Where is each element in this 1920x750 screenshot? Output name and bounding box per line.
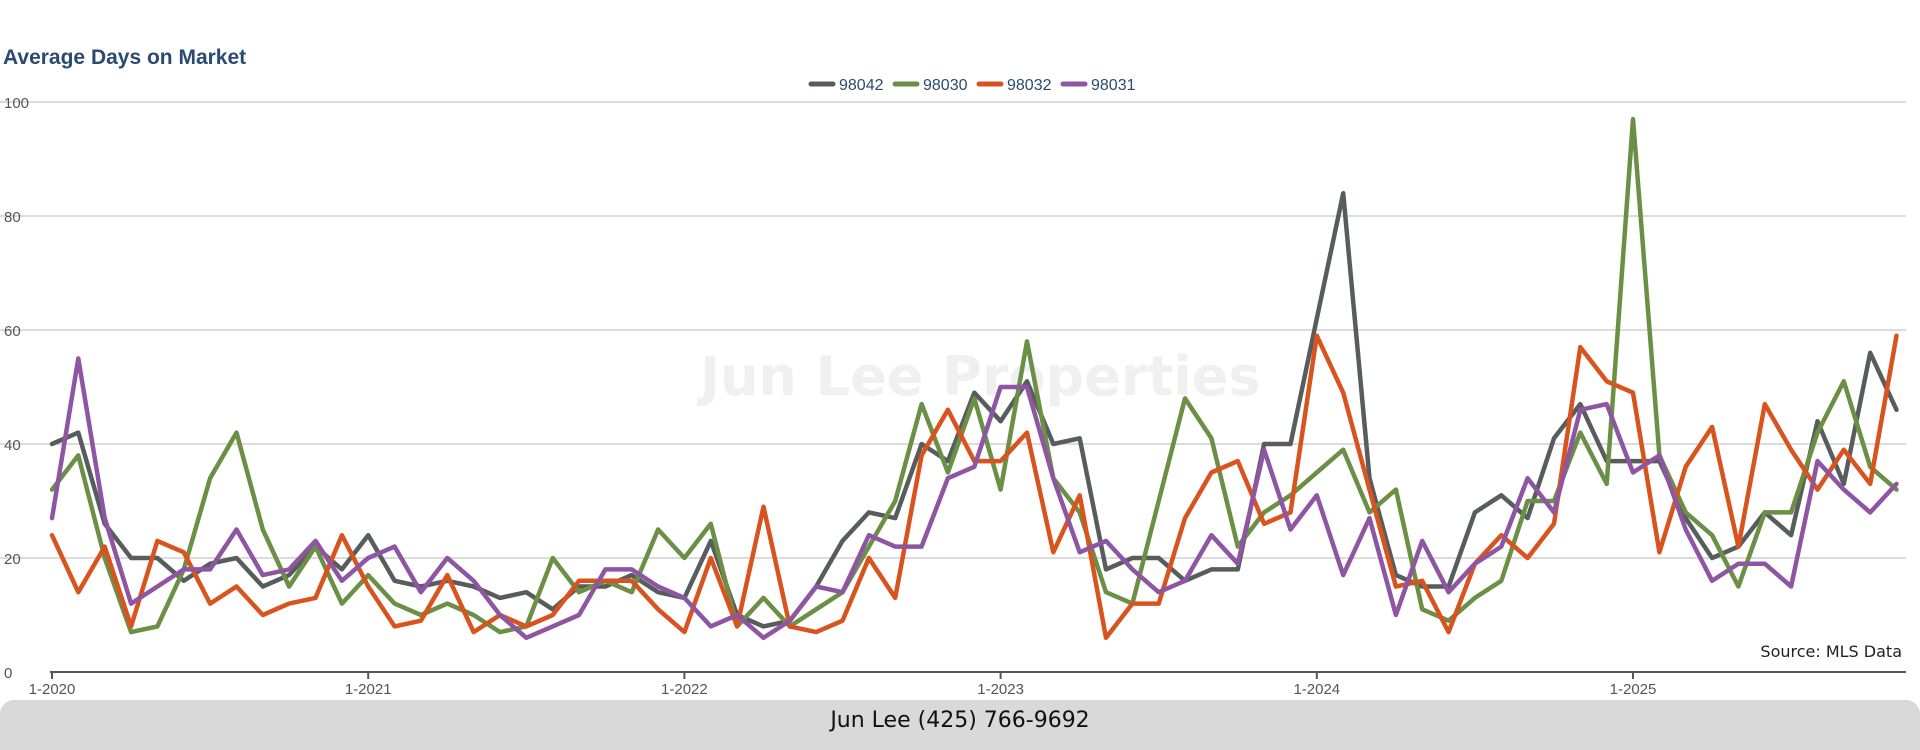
legend-label: 98030	[923, 77, 968, 94]
y-tick-label: 40	[4, 437, 21, 454]
series-line-98031	[49, 356, 1899, 641]
legend-item-98042[interactable]: 98042	[808, 77, 884, 94]
x-tick-label: 1-2020	[29, 681, 76, 698]
footer-contact-text: Jun Lee (425) 766-9692	[830, 708, 1090, 733]
legend-label: 98032	[1007, 77, 1052, 94]
legend[interactable]: 98042 98030 98032 98031	[808, 77, 1136, 94]
chart-title: Average Days on Market	[3, 46, 247, 69]
legend-label: 98031	[1091, 77, 1136, 94]
x-tick-label: 1-2023	[977, 681, 1024, 698]
legend-item-98031[interactable]: 98031	[1060, 77, 1136, 94]
x-tick-label: 1-2022	[661, 681, 708, 698]
axes: 0 20 40 60 80 100 1-2020 1-2021 1-2022 1-2023 1-20…	[4, 95, 1906, 698]
line-chart: 0 20 40 60 80 100 1-2020 1-2021 1-2022 1-2023 1-20…	[0, 77, 1906, 698]
x-tick-label: 1-2021	[345, 681, 392, 698]
y-tick-label: 20	[4, 551, 21, 568]
y-tick-label: 60	[4, 323, 21, 340]
source-note: Source: MLS Data	[1760, 642, 1902, 661]
series-line-98032	[49, 333, 1899, 641]
legend-label: 98042	[839, 77, 884, 94]
x-tick-label: 1-2025	[1610, 681, 1657, 698]
x-tick-label: 1-2024	[1293, 681, 1340, 698]
series-lines	[49, 116, 1899, 641]
y-tick-label: 0	[4, 665, 12, 682]
footer-contact-bar: Jun Lee (425) 766-9692	[0, 700, 1920, 750]
y-tick-label: 80	[4, 209, 21, 226]
legend-item-98030[interactable]: 98030	[892, 77, 968, 94]
series-line-98030	[49, 116, 1899, 635]
gridlines	[0, 101, 1906, 559]
series-line-98042	[49, 190, 1899, 629]
y-tick-label: 100	[4, 95, 29, 112]
legend-item-98032[interactable]: 98032	[976, 77, 1052, 94]
